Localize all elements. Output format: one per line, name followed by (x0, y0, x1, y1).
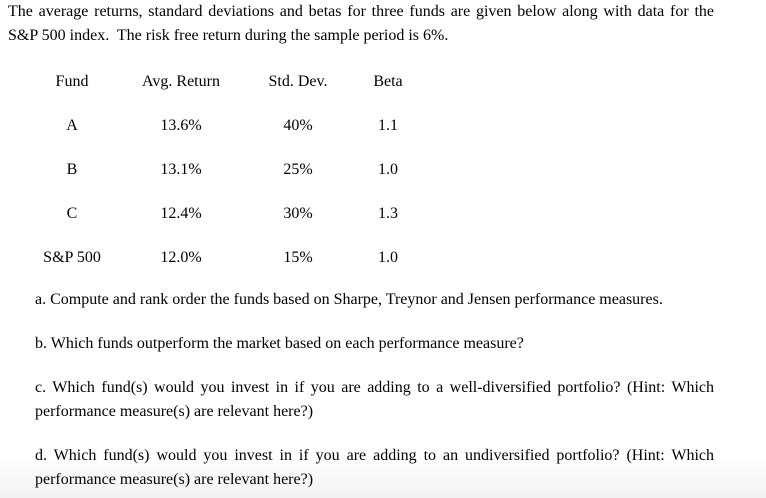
cell-beta: 1.1 (378, 117, 398, 134)
question-d-text: Which fund(s) would you invest in if you… (53, 447, 714, 464)
column-header-avg-return: Avg. Return (142, 73, 220, 90)
question-d-line-1: d. Which fund(s) would you invest in if … (35, 444, 714, 468)
cell-beta: 1.3 (378, 205, 398, 222)
question-a-text: Compute and rank order the funds based o… (50, 291, 663, 308)
question-c-line-2: performance measure(s) are relevant here… (35, 403, 314, 420)
question-c-text: Which fund(s) would you invest in if you… (52, 379, 714, 396)
cell-std-dev: 40% (283, 117, 313, 134)
intro-paragraph: The average returns, standard deviations… (8, 0, 714, 48)
cell-beta: 1.0 (378, 161, 398, 178)
question-b: b. Which funds outperform the market bas… (35, 332, 714, 356)
question-d-label: d. (35, 447, 47, 464)
question-d-line-2: performance measure(s) are relevant here… (35, 471, 314, 488)
cell-beta: 1.0 (378, 249, 398, 266)
question-a-line-1: a. Compute and rank order the funds base… (35, 288, 714, 312)
cell-fund: S&P 500 (43, 249, 101, 266)
question-b-line-1: b. Which funds outperform the market bas… (35, 332, 714, 356)
question-c-line-1: c. Which fund(s) would you invest in if … (35, 376, 714, 400)
question-b-label: b. (35, 335, 47, 352)
table-row-fund-a: A 13.6% 40% 1.1 (30, 104, 428, 148)
question-d: d. Which fund(s) would you invest in if … (35, 444, 714, 492)
cell-fund: C (66, 205, 78, 222)
cell-avg-return: 12.4% (160, 205, 202, 222)
intro-line-1: The average returns, standard deviations… (8, 3, 714, 20)
intro-line-2: S&P 500 index. The risk free return duri… (8, 27, 449, 44)
column-header-fund: Fund (55, 73, 89, 90)
table-row-fund-c: C 12.4% 30% 1.3 (30, 192, 428, 236)
fund-table: Fund Avg. Return Std. Dev. Beta A 13.6% … (30, 60, 428, 280)
table-row-fund-b: B 13.1% 25% 1.0 (30, 148, 428, 192)
column-header-std-dev: Std. Dev. (268, 73, 328, 90)
cell-std-dev: 30% (283, 205, 313, 222)
cell-std-dev: 15% (283, 249, 313, 266)
question-a: a. Compute and rank order the funds base… (35, 288, 714, 312)
cell-fund: B (66, 161, 78, 178)
table-header-row: Fund Avg. Return Std. Dev. Beta (30, 60, 428, 104)
question-b-text: Which funds outperform the market based … (50, 335, 524, 352)
cell-fund: A (66, 117, 78, 134)
cell-avg-return: 13.6% (160, 117, 202, 134)
cell-avg-return: 12.0% (160, 249, 202, 266)
question-c-label: c. (35, 379, 47, 396)
cell-std-dev: 25% (283, 161, 313, 178)
question-a-label: a. (35, 291, 47, 308)
table-row-sp500: S&P 500 12.0% 15% 1.0 (30, 236, 428, 280)
column-header-beta: Beta (373, 73, 403, 90)
question-c: c. Which fund(s) would you invest in if … (35, 376, 714, 424)
cell-avg-return: 13.1% (160, 161, 202, 178)
